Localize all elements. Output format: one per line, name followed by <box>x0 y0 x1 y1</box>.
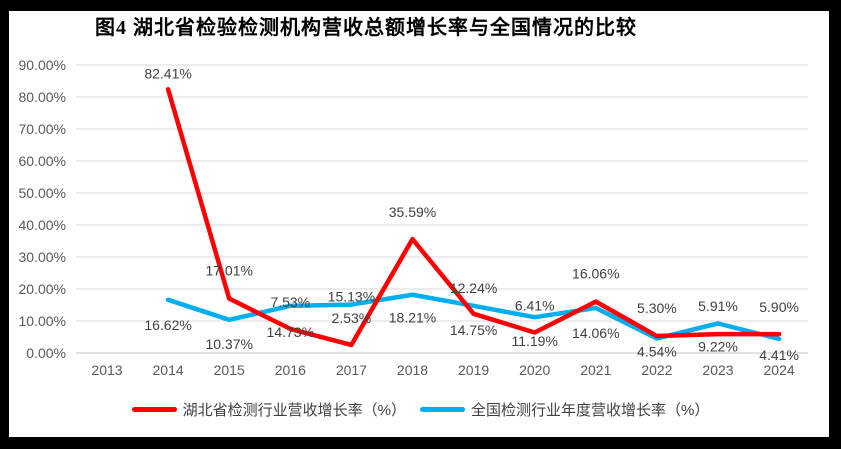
data-label-hubei-2016: 7.53% <box>270 294 310 310</box>
legend-line-swatch-hubei <box>131 406 177 412</box>
x-tick-label: 2016 <box>275 362 306 378</box>
data-label-hubei-2023: 5.91% <box>698 298 738 314</box>
y-tick-label: 90.00% <box>19 57 66 73</box>
legend-item-hubei: 湖北省检测行业营收增长率（%） <box>131 399 406 420</box>
data-label-hubei-2019: 12.24% <box>450 280 497 296</box>
data-label-national-2017: 15.13% <box>328 289 375 305</box>
y-tick-label: 10.00% <box>19 313 66 329</box>
data-label-hubei-2014: 82.41% <box>144 65 191 81</box>
data-label-national-2022: 4.54% <box>637 343 677 359</box>
data-label-national-2014: 16.62% <box>144 317 191 333</box>
x-tick-label: 2023 <box>702 362 733 378</box>
data-label-national-2020: 11.19% <box>511 333 557 349</box>
legend: 湖北省检测行业营收增长率（%） 全国检测行业年度营收增长率（%） <box>0 398 841 420</box>
x-tick-label: 2020 <box>519 362 550 378</box>
y-tick-label: 80.00% <box>19 89 66 105</box>
data-label-national-2024: 4.41% <box>759 347 799 363</box>
x-tick-label: 2022 <box>641 362 672 378</box>
y-tick-label: 50.00% <box>19 185 66 201</box>
chart-title: 图4 湖北省检验检测机构营收总额增长率与全国情况的比较 <box>95 17 637 39</box>
legend-line-swatch-national <box>420 406 465 412</box>
data-label-national-2021: 14.06% <box>572 325 619 341</box>
legend-item-national: 全国检测行业年度营收增长率（%） <box>420 399 709 420</box>
data-label-national-2018: 18.21% <box>389 310 436 326</box>
y-tick-label: 40.00% <box>19 217 66 233</box>
data-label-hubei-2017: 2.53% <box>332 310 372 326</box>
x-tick-label: 2013 <box>91 362 122 378</box>
data-label-hubei-2024: 5.90% <box>759 299 799 315</box>
x-tick-label: 2015 <box>214 362 245 378</box>
x-tick-label: 2019 <box>458 362 489 378</box>
data-label-hubei-2015: 17.01% <box>205 263 252 279</box>
x-tick-label: 2024 <box>764 362 795 378</box>
legend-label-national: 全国检测行业年度营收增长率（%） <box>471 401 710 419</box>
chart-background <box>9 11 829 437</box>
data-label-national-2015: 10.37% <box>205 336 252 352</box>
y-tick-label: 0.00% <box>26 345 66 361</box>
data-label-national-2019: 14.75% <box>450 322 497 338</box>
data-label-hubei-2021: 16.06% <box>572 266 619 282</box>
data-label-hubei-2018: 35.59% <box>389 204 436 220</box>
data-label-national-2023: 9.22% <box>698 338 738 354</box>
y-tick-label: 70.00% <box>19 121 66 137</box>
y-tick-label: 30.00% <box>19 249 66 265</box>
y-tick-label: 20.00% <box>19 281 66 297</box>
y-tick-label: 60.00% <box>19 153 66 169</box>
data-label-national-2016: 14.73% <box>267 324 314 340</box>
data-label-hubei-2020: 6.41% <box>515 297 555 313</box>
legend-label-hubei: 湖北省检测行业营收增长率（%） <box>182 401 406 419</box>
x-tick-label: 2018 <box>397 362 428 378</box>
data-label-hubei-2022: 5.30% <box>637 300 677 316</box>
hubei-line <box>165 87 782 348</box>
x-tick-label: 2014 <box>153 362 184 378</box>
x-tick-label: 2017 <box>336 362 367 378</box>
x-tick-label: 2021 <box>580 362 611 378</box>
